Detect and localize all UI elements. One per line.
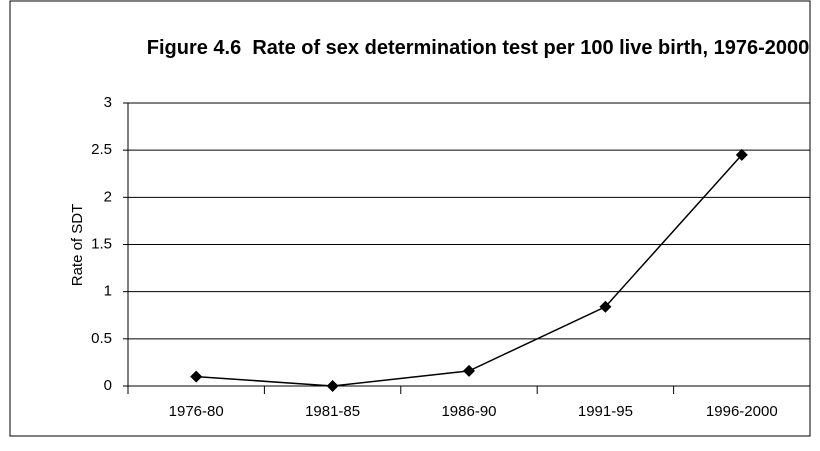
- point-marker: [599, 300, 612, 313]
- point-marker: [190, 370, 203, 383]
- x-tick-label: 1996-2000: [706, 403, 778, 420]
- y-tick-label: 1.5: [91, 235, 112, 252]
- point-marker: [735, 148, 748, 161]
- y-tick-label: 2.5: [91, 141, 112, 158]
- y-tick-label: 2: [104, 188, 112, 205]
- y-tick-label: 0.5: [91, 330, 112, 347]
- x-tick-label: 1981-85: [305, 403, 360, 420]
- x-tick-label: 1986-90: [441, 403, 496, 420]
- chart-frame: [9, 0, 811, 437]
- y-axis-label: Rate of SDT: [69, 204, 86, 287]
- y-tick-label: 3: [104, 94, 112, 111]
- point-marker: [463, 364, 475, 377]
- y-tick-label: 0: [104, 377, 112, 394]
- y-tick-label: 1: [104, 283, 112, 300]
- series-line: [196, 154, 743, 387]
- x-tick-label: 1976-80: [169, 403, 224, 420]
- x-tick-label: 1991-95: [578, 403, 633, 420]
- chart-title: Figure 4.6 Rate of sex determination tes…: [146, 37, 810, 59]
